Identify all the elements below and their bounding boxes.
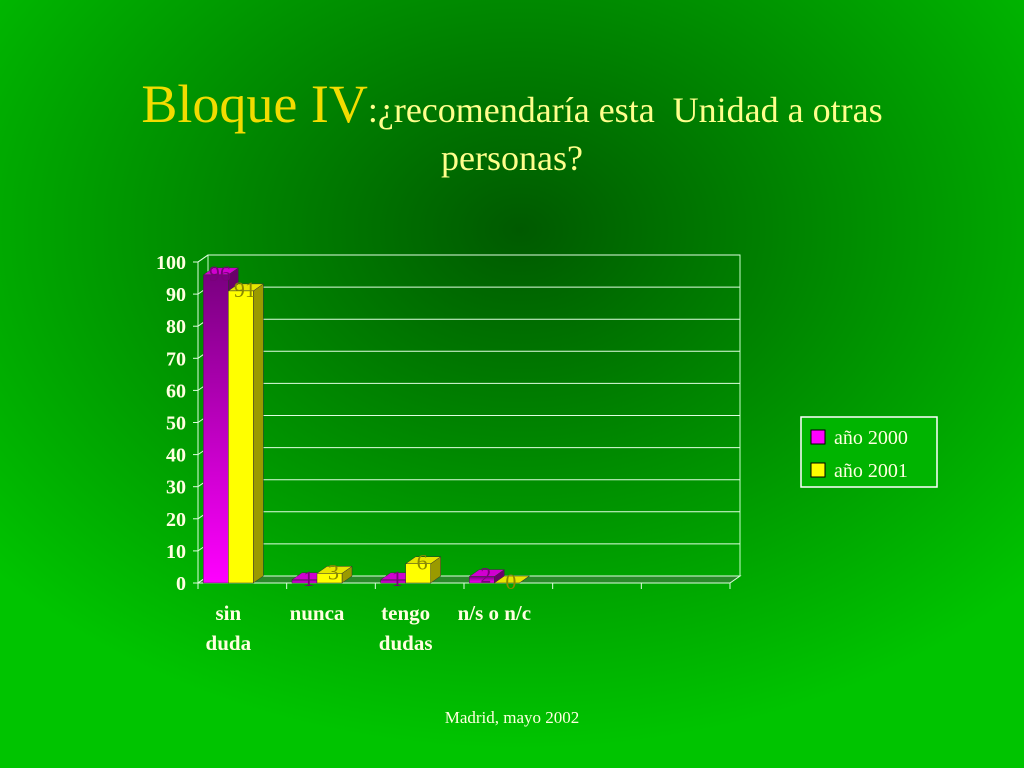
bar xyxy=(405,563,431,584)
data-label: 96 xyxy=(209,261,231,286)
x-tick-label: tengo dudas xyxy=(378,601,433,656)
legend-label: año 2001 xyxy=(834,460,908,482)
data-label: 2 xyxy=(480,563,491,588)
x-tick-label: sin duda xyxy=(205,601,252,656)
y-tick-label: 30 xyxy=(166,477,186,499)
y-tick-label: 40 xyxy=(166,445,186,467)
y-tick-label: 50 xyxy=(166,413,186,435)
slide-title: Bloque IV:¿recomendaría esta Unidad a ot… xyxy=(97,72,927,180)
data-label: 1 xyxy=(392,566,403,591)
y-tick-label: 0 xyxy=(176,573,186,595)
y-tick-label: 10 xyxy=(166,541,186,563)
y-tick-label: 70 xyxy=(166,348,186,370)
data-label: 1 xyxy=(303,566,314,591)
y-tick-label: 60 xyxy=(166,380,186,402)
data-label: 91 xyxy=(234,277,256,302)
bar-top xyxy=(493,575,531,584)
legend-swatch xyxy=(810,429,826,445)
y-tick-label: 100 xyxy=(156,252,186,274)
floor xyxy=(196,575,742,584)
legend-label: año 2000 xyxy=(834,427,908,449)
data-label: 3 xyxy=(328,559,339,584)
bar xyxy=(316,573,343,584)
y-tick-label: 20 xyxy=(166,509,186,531)
grid-depth xyxy=(197,254,209,263)
data-label: 6 xyxy=(417,550,428,575)
x-tick-label: n/s o n/c xyxy=(457,601,532,625)
x-tick-label: nunca xyxy=(289,601,345,625)
subtitle: :¿recomendaría esta Unidad a otras perso… xyxy=(367,90,892,178)
legend-swatch xyxy=(810,462,826,478)
bar xyxy=(469,576,495,584)
y-tick-label: 80 xyxy=(166,316,186,338)
title: Bloque IV xyxy=(141,74,368,134)
bar xyxy=(228,290,254,584)
bar xyxy=(203,274,229,584)
footer: Madrid, mayo 2002 xyxy=(444,708,580,727)
bar-side xyxy=(253,283,264,584)
data-label: 0 xyxy=(505,569,516,594)
y-tick-label: 90 xyxy=(166,284,186,306)
